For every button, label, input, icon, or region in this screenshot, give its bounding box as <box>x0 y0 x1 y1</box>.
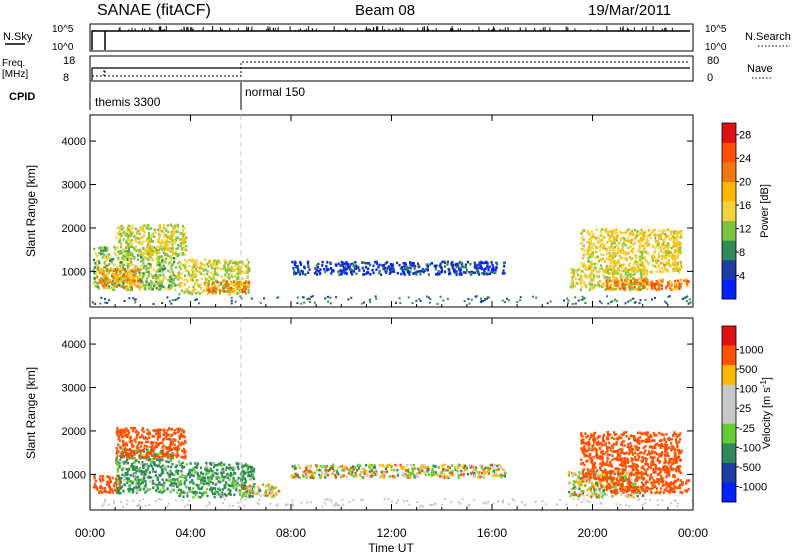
scatter-region-7 <box>580 431 683 482</box>
time-axis: 00:00 04:00 08:00 12:00 16:00 20:00 00:00 <box>75 115 708 540</box>
colorbar-segment <box>722 365 736 385</box>
y-tick-label: 3000 <box>62 383 86 395</box>
freq-label-2: [MHz] <box>2 69 28 80</box>
time-tick-label: 16:00 <box>477 526 507 540</box>
colorbar-tick-label: 500 <box>739 364 757 376</box>
scatter-region-7 <box>580 228 683 274</box>
near-range-echoes <box>101 498 695 508</box>
nsearch-tick-top: 10^5 <box>705 24 727 35</box>
near-range-echoes <box>91 295 692 305</box>
colorbar-segment <box>722 162 736 182</box>
freq-panel: Freq. [MHz] 18 8 80 0 Nave <box>2 55 773 84</box>
nsearch-label: N.Search <box>745 31 791 43</box>
power-colorbar-label: Power [dB] <box>759 184 771 238</box>
power-ylabel: Slant Range [km] <box>24 165 38 257</box>
velocity-colorbar-label: Velocity [m s-1] <box>759 377 774 449</box>
scatter-region-8 <box>605 478 691 495</box>
time-tick-label: 04:00 <box>175 526 205 540</box>
freq-tick-bottom: 8 <box>63 72 69 84</box>
colorbar-segment <box>722 201 736 222</box>
colorbar-segment <box>722 404 736 425</box>
colorbar-segment <box>722 443 736 464</box>
colorbar-segment <box>722 482 736 503</box>
y-tick-label: 3000 <box>62 180 86 192</box>
scatter-region-2 <box>115 426 187 460</box>
colorbar-segment <box>722 423 736 444</box>
colorbar-segment <box>722 279 736 300</box>
colorbar-tick-label: 1000 <box>739 345 763 357</box>
colorbar-tick-label: -1000 <box>739 481 767 493</box>
y-tick-label: 1000 <box>62 266 86 278</box>
nsky-label: N.Sky <box>3 31 33 43</box>
scatter-region-4 <box>240 483 281 499</box>
colorbar-tick-label: 12 <box>739 224 751 236</box>
colorbar-segment <box>722 181 736 202</box>
colorbar-segment <box>722 240 736 261</box>
time-tick-label: 00:00 <box>678 526 708 540</box>
colorbar-segment <box>722 220 736 241</box>
time-tick-label: 08:00 <box>276 526 306 540</box>
velocity-ylabel: Slant Range [km] <box>24 367 38 459</box>
nave-tick-top: 80 <box>707 55 719 67</box>
colorbar-tick-label: -500 <box>739 462 761 474</box>
velocity-panel: 1000 2000 3000 4000 Slant Range [km] 1000 50… <box>24 317 774 511</box>
station-title: SANAE (fitACF) <box>97 2 211 19</box>
nsky-tick-top: 10^5 <box>52 24 74 35</box>
colorbar-segment <box>722 326 736 346</box>
colorbar-segment <box>722 123 736 143</box>
freq-tick-top: 18 <box>63 55 75 67</box>
beam-label: Beam 08 <box>355 2 415 19</box>
scatter-region-5 <box>291 260 506 277</box>
colorbar-tick-label: 24 <box>739 153 751 165</box>
cpid-panel: CPID themis 3300 normal 150 <box>9 82 305 110</box>
colorbar-tick-label: 16 <box>739 200 751 212</box>
colorbar-segment <box>722 259 736 280</box>
colorbar-tick-label: 20 <box>739 177 751 189</box>
colorbar-tick-label: -100 <box>739 442 761 454</box>
cpid-mode-normal: normal 150 <box>245 85 305 99</box>
y-tick-label: 2000 <box>62 426 86 438</box>
time-tick-label: 00:00 <box>75 526 105 540</box>
y-tick-label: 4000 <box>62 136 86 148</box>
y-tick-label: 1000 <box>62 469 86 481</box>
scatter-region-1 <box>95 267 143 290</box>
cpid-label: CPID <box>9 91 35 103</box>
scatter-region-5 <box>291 463 507 480</box>
colorbar-segment <box>722 462 736 483</box>
colorbar-tick-label: 100 <box>739 384 757 396</box>
cpid-mode-themis: themis 3300 <box>95 95 161 109</box>
time-tick-label: 20:00 <box>577 526 607 540</box>
colorbar-segment <box>722 142 736 163</box>
colorbar-segment <box>722 345 736 366</box>
time-axis-label: Time UT <box>368 541 414 554</box>
date-label: 19/Mar/2011 <box>588 2 671 19</box>
y-tick-label: 4000 <box>62 339 86 351</box>
colorbar-tick-label: 25 <box>739 403 751 415</box>
colorbar-tick-label: 4 <box>739 271 745 283</box>
nsearch-tick-bottom: 10^0 <box>705 42 727 53</box>
scatter-region-2 <box>115 223 188 257</box>
time-tick-label: 12:00 <box>376 526 406 540</box>
colorbar-tick-label: -25 <box>739 423 755 435</box>
freq-label-1: Freq. <box>2 58 25 69</box>
nsky-panel: N.Sky 10^5 10^0 10^5 10^0 N.Search <box>3 23 791 53</box>
colorbar-tick-label: 28 <box>739 130 751 142</box>
scatter-region-4 <box>203 280 251 294</box>
nsky-tick-bottom: 10^0 <box>52 42 74 53</box>
nave-tick-bottom: 0 <box>707 72 713 84</box>
colorbar-segment <box>722 384 736 405</box>
scatter-region-8 <box>605 278 690 292</box>
y-tick-label: 2000 <box>62 223 86 235</box>
power-panel: 1000 2000 3000 4000 Slant Range [km] 4 8 12 16… <box>24 114 771 308</box>
nave-label: Nave <box>747 63 773 75</box>
colorbar-tick-label: 8 <box>739 247 745 259</box>
